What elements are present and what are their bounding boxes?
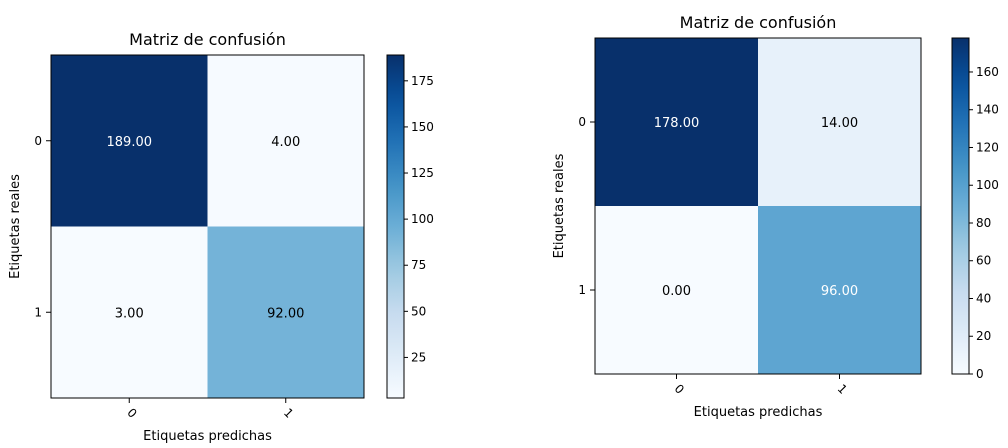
heatmap-cell-1-1 — [758, 206, 921, 374]
cell-label-1-1: 96.00 — [821, 284, 858, 299]
colorbar-tick-label: 80 — [976, 216, 991, 230]
cell-label-0-0: 178.00 — [654, 116, 700, 131]
heatmap-cell-1-0 — [595, 206, 758, 374]
colorbar-tick-label: 20 — [976, 329, 991, 343]
y-axis-label: Etiquetas reales — [552, 153, 567, 258]
x-axis-label: Etiquetas predichas — [143, 429, 272, 444]
cell-label-0-1: 14.00 — [821, 116, 858, 131]
colorbar-tick-label: 125 — [411, 166, 434, 180]
colorbar — [951, 37, 970, 375]
cell-label-1-0: 0.00 — [662, 284, 691, 299]
x-axis-label: Etiquetas predichas — [694, 405, 823, 420]
cell-label-0-1: 4.00 — [271, 135, 300, 150]
heatmap-cell-0-0 — [51, 55, 208, 227]
heatmap-cell-0-1 — [207, 55, 364, 227]
confusion-matrix-1: Matriz de confusión 189.00 4.00 3.00 92.00 0 1… — [8, 30, 434, 444]
colorbar-tick-label: 50 — [411, 304, 426, 318]
cell-label-0-0: 189.00 — [107, 135, 153, 150]
x-tick-label: 1 — [281, 406, 296, 421]
x-tick-label: 0 — [124, 406, 139, 421]
colorbar-tick-label: 60 — [976, 254, 991, 268]
cell-label-1-0: 3.00 — [115, 306, 144, 321]
heatmap-cell-0-0 — [595, 38, 758, 206]
x-tick-label: 0 — [672, 382, 687, 397]
chart-title: Matriz de confusión — [129, 30, 286, 49]
colorbar-tick-label: 140 — [976, 103, 999, 117]
plot-frame — [50, 54, 365, 399]
y-tick-label: 1 — [578, 283, 586, 297]
confusion-matrix-2: Matriz de confusión 178.00 14.00 0.00 96.00 0… — [552, 13, 999, 420]
y-tick-label: 0 — [578, 115, 586, 129]
colorbar-tick-label: 160 — [976, 65, 999, 79]
heatmap-cell-1-1 — [207, 226, 364, 398]
colorbar-tick-label: 75 — [411, 258, 426, 272]
heatmap-cell-1-0 — [51, 226, 208, 398]
y-tick-label: 0 — [34, 134, 42, 148]
plot-frame — [594, 37, 922, 375]
cell-label-1-1: 92.00 — [267, 306, 304, 321]
colorbar-tick-label: 150 — [411, 120, 434, 134]
chart-title: Matriz de confusión — [680, 13, 837, 32]
colorbar-tick-label: 120 — [976, 140, 999, 154]
heatmap-cell-0-1 — [758, 38, 921, 206]
y-tick-label: 1 — [34, 305, 42, 319]
colorbar-tick-label: 0 — [976, 367, 984, 381]
colorbar-tick-label: 100 — [976, 178, 999, 192]
x-tick-label: 1 — [835, 382, 850, 397]
colorbar-tick-label: 175 — [411, 74, 434, 88]
colorbar-tick-label: 25 — [411, 350, 426, 364]
y-axis-label: Etiquetas reales — [8, 174, 23, 279]
colorbar — [386, 54, 405, 399]
colorbar-tick-label: 100 — [411, 212, 434, 226]
colorbar-tick-label: 40 — [976, 291, 991, 305]
